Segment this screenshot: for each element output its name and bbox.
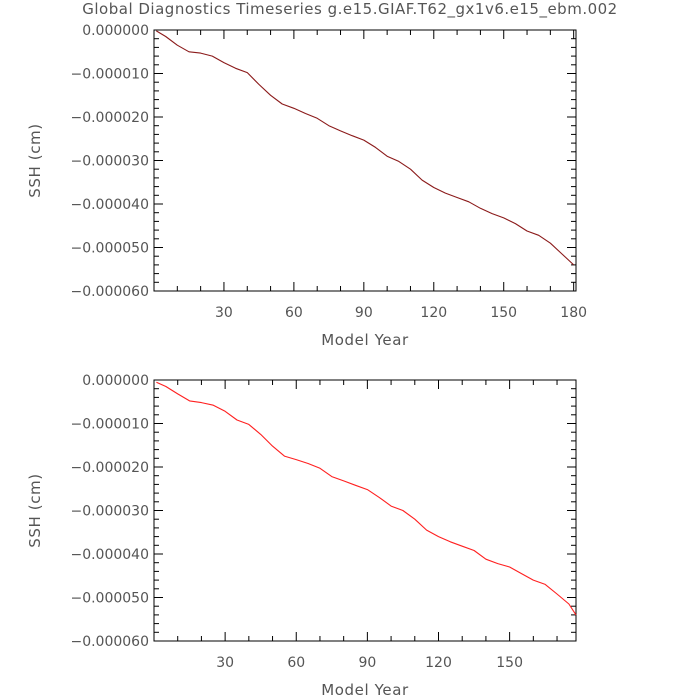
y-tick-label: −0.000030	[70, 154, 149, 170]
x-tick-label: 60	[285, 305, 303, 321]
x-tick-label: 120	[420, 305, 447, 321]
plot-frame	[153, 379, 577, 642]
y-tick-label: −0.000040	[70, 197, 149, 213]
y-tick-label: −0.000060	[70, 284, 149, 300]
y-tick-label: −0.000020	[70, 460, 149, 476]
x-axis-label: Model Year	[321, 331, 409, 349]
x-tick-label: 60	[287, 655, 305, 671]
y-tick-label: −0.000040	[70, 547, 149, 563]
y-tick-label: −0.000050	[70, 591, 149, 607]
series-line-1	[156, 30, 575, 266]
y-tick-label: 0.000000	[82, 23, 149, 39]
y-tick-label: −0.000050	[70, 241, 149, 257]
x-tick-label: 90	[355, 305, 373, 321]
y-axis-label: SSH (cm)	[26, 473, 44, 547]
plot-frame	[153, 29, 577, 292]
y-tick-label: −0.000010	[70, 417, 149, 433]
x-tick-label: 120	[425, 655, 452, 671]
y-tick-label: −0.000030	[70, 504, 149, 520]
chart-1: 30 60 90 120 150 180 0.000000 −0.000010 −0.00002…	[26, 23, 587, 349]
y-tick-label: 0.000000	[82, 373, 149, 389]
x-tick-label: 150	[490, 305, 517, 321]
x-tick-label: 30	[215, 305, 233, 321]
y-tick-label: −0.000010	[70, 67, 149, 83]
x-tick-label: 90	[358, 655, 376, 671]
series-line-1	[156, 381, 577, 616]
y-tick-label: −0.000060	[70, 634, 149, 650]
page-title: Global Diagnostics Timeseries g.e15.GIAF…	[82, 0, 618, 18]
x-axis-label: Model Year	[321, 681, 409, 699]
x-tick-label: 180	[560, 305, 587, 321]
x-tick-label: 30	[216, 655, 234, 671]
y-tick-label: −0.000020	[70, 110, 149, 126]
x-tick-label: 150	[496, 655, 523, 671]
chart-2: 30 60 90 120 150 0.000000 −0.000010 −0.000020 −0…	[26, 373, 577, 699]
y-axis-label: SSH (cm)	[26, 123, 44, 197]
